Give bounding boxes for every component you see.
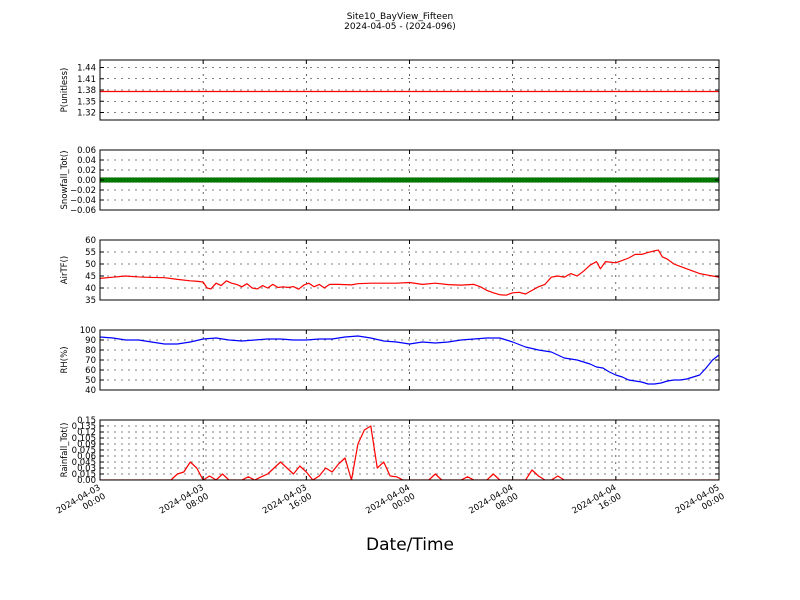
x-tick-label: 2024-04-0408:00 xyxy=(467,483,520,525)
series-line xyxy=(100,335,719,385)
y-axis-label: RH(%) xyxy=(60,346,70,373)
y-tick-label: 55 xyxy=(85,248,96,258)
x-tick-label: 2024-04-0400:00 xyxy=(364,483,417,525)
x-tick-label: 2024-04-0316:00 xyxy=(261,483,314,525)
x-axis-label: Date/Time xyxy=(366,535,454,555)
y-tick-label: 50 xyxy=(85,260,96,270)
y-tick-label: 1.38 xyxy=(77,86,96,96)
y-tick-label: 0.04 xyxy=(77,156,96,166)
chart-subtitle: 2024-04-05 - (2024-096) xyxy=(344,22,456,32)
y-tick-label: 0.06 xyxy=(77,452,96,462)
y-tick-label: 0.03 xyxy=(77,464,96,474)
y-tick-label: 1.44 xyxy=(77,64,96,74)
y-tick-label: 60 xyxy=(85,236,96,246)
grid-lines xyxy=(99,239,720,301)
y-axis-label: P(unitless) xyxy=(60,68,70,113)
grid-lines xyxy=(99,419,720,481)
panel-2: −0.06−0.04−0.020.000.020.040.06 Snowfall_… xyxy=(60,146,720,216)
x-tick-label: 2024-04-0500:00 xyxy=(674,483,727,525)
y-tick-label: 0.15 xyxy=(77,416,96,426)
x-tick-label: 2024-04-0300:00 xyxy=(55,483,108,525)
y-tick-label: 40 xyxy=(85,284,96,294)
y-tick-label: 50 xyxy=(85,376,96,386)
grid-lines xyxy=(99,60,720,120)
panel-5: 0.000.0150.030.0450.060.0750.090.1050.12… xyxy=(60,416,720,486)
y-tick-label: 0.00 xyxy=(77,176,96,186)
x-tick-label: 2024-04-0416:00 xyxy=(571,483,624,525)
y-tick-label: 0.075 xyxy=(72,446,96,456)
y-tick-label: 0.09 xyxy=(77,440,96,450)
panel-3: 35 40 45 50 55 60 AirTF() xyxy=(60,236,720,306)
x-tick-label: 2024-04-0308:00 xyxy=(158,483,211,525)
x-tick-labels: 2024-04-0300:00 2024-04-0308:00 2024-04-03… xyxy=(55,483,727,525)
y-tick-label: 0.06 xyxy=(77,146,96,156)
y-tick-label: 0.12 xyxy=(77,428,96,438)
chart-title: Site10_BayView_Fifteen xyxy=(347,12,453,22)
chart-panels: 1.321.351.381.411.44P(unitless)−0.06−0.0… xyxy=(60,59,720,486)
y-axis-label: AirTF() xyxy=(60,256,70,284)
y-tick-label: 80 xyxy=(85,346,96,356)
y-tick-label: 40 xyxy=(85,386,96,396)
y-tick-label: 0.135 xyxy=(72,422,96,432)
panel-1: 1.32 1.351.381.411.44 P(unitless) xyxy=(60,59,720,121)
y-tick-label: −0.02 xyxy=(70,186,96,196)
y-tick-label: 0.015 xyxy=(72,470,96,480)
y-tick-label: 45 xyxy=(85,272,96,282)
y-tick-label: 0.00 xyxy=(77,476,96,486)
y-tick-label: 100 xyxy=(80,326,96,336)
y-tick-label: 1.41 xyxy=(77,75,96,85)
y-axis-label: Snowfall_Tot() xyxy=(60,150,70,209)
series-line xyxy=(100,425,719,480)
y-tick-label: 0.02 xyxy=(77,166,96,176)
y-tick-label: 90 xyxy=(85,336,96,346)
grid-lines xyxy=(99,329,720,391)
y-tick-label: −0.04 xyxy=(70,196,96,206)
y-tick-label: 60 xyxy=(85,366,96,376)
y-tick-label: 1.35 xyxy=(77,97,96,107)
series-line xyxy=(100,249,719,296)
y-axis-label: Rainfall_Tot() xyxy=(60,423,70,478)
y-tick-label: 0.045 xyxy=(72,458,96,468)
y-tick-label: 1.32 xyxy=(77,109,96,119)
y-tick-label: 0.105 xyxy=(72,434,96,444)
y-tick-label: −0.06 xyxy=(70,206,96,216)
series-markers xyxy=(100,177,719,183)
y-tick-label: 70 xyxy=(85,356,96,366)
y-tick-label: 35 xyxy=(85,296,96,306)
